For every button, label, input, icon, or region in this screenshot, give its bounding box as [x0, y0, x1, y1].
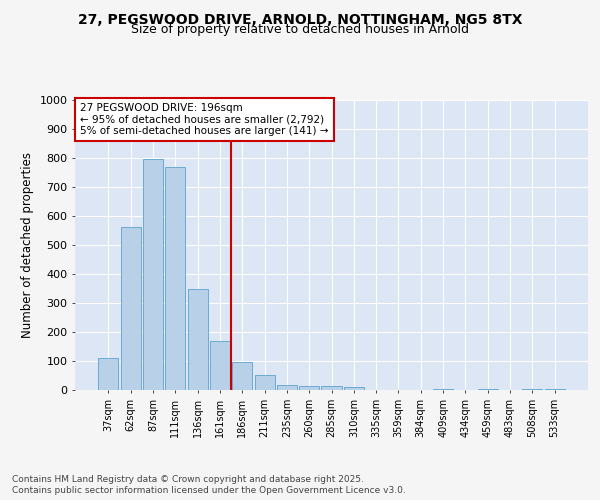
Bar	[254, 375, 275, 390]
Bar	[545, 388, 565, 390]
Bar	[188, 288, 208, 390]
Bar	[165, 166, 185, 390]
Text: 27, PEGSWOOD DRIVE, ARNOLD, NOTTINGHAM, NG5 8TX: 27, PEGSWOOD DRIVE, ARNOLD, NOTTINGHAM, …	[78, 12, 522, 26]
Bar	[522, 388, 542, 390]
Bar	[322, 386, 341, 390]
Bar	[478, 388, 498, 390]
Text: Size of property relative to detached houses in Arnold: Size of property relative to detached ho…	[131, 24, 469, 36]
Bar	[299, 386, 319, 390]
Bar	[143, 160, 163, 390]
Text: Contains public sector information licensed under the Open Government Licence v3: Contains public sector information licen…	[12, 486, 406, 495]
Bar	[344, 387, 364, 390]
Y-axis label: Number of detached properties: Number of detached properties	[21, 152, 34, 338]
Bar	[121, 227, 141, 390]
Text: 27 PEGSWOOD DRIVE: 196sqm
← 95% of detached houses are smaller (2,792)
5% of sem: 27 PEGSWOOD DRIVE: 196sqm ← 95% of detac…	[80, 103, 329, 136]
Bar	[210, 342, 230, 390]
Text: Contains HM Land Registry data © Crown copyright and database right 2025.: Contains HM Land Registry data © Crown c…	[12, 475, 364, 484]
Bar	[433, 388, 453, 390]
Bar	[98, 358, 118, 390]
Bar	[277, 385, 297, 390]
Bar	[232, 362, 252, 390]
